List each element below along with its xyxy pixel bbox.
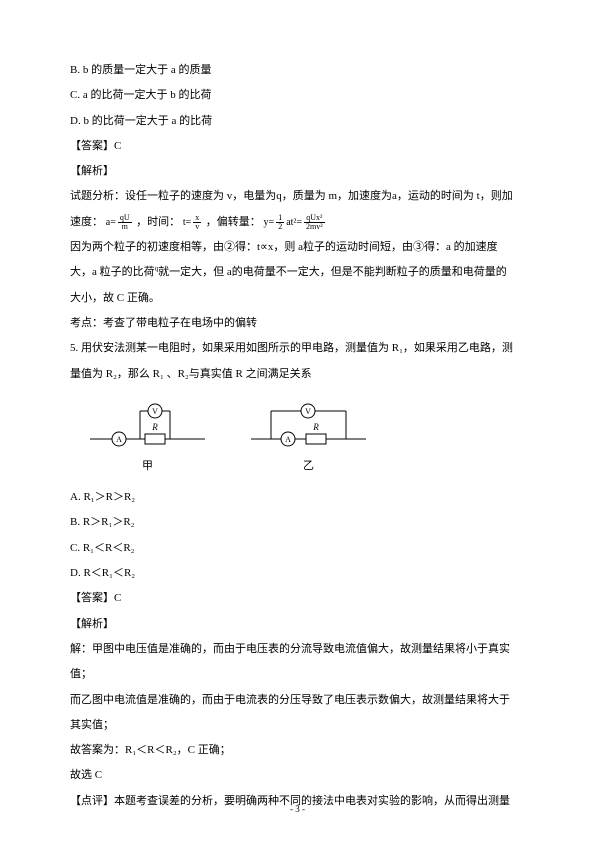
svg-text:V: V: [305, 407, 311, 416]
t-label: ，时间：: [136, 216, 180, 228]
circuit-left-label: 甲: [142, 454, 153, 479]
analysis-4-line1: 试题分析：设任一粒子的速度为 v，电量为q，质量为 m，加速度为a，运动的时间为…: [70, 184, 525, 209]
analysis-4-line4: 大，a 粒子的比荷q就一定大，但 a的电荷量不一定大，但是不能判断粒子的质量和电…: [70, 260, 525, 285]
q5-option-c: C. R₁＜R＜R₂: [70, 536, 525, 561]
q5-line2: 量值为 R₂，那么 R₁ 、R₂与真实值 R 之间满足关系: [70, 362, 525, 387]
y-at2: at²=: [286, 217, 302, 228]
circuit-left-svg: A V R: [90, 397, 205, 451]
analysis-5-line5: 故答案为：R₁＜R＜R₂，C 正确；: [70, 738, 525, 763]
answer-4: 【答案】C: [70, 134, 525, 159]
circuit-right-svg: V A R: [251, 397, 366, 451]
analysis-5-line6: 故选 C: [70, 763, 525, 788]
t-sym: t=: [183, 217, 191, 228]
y-half-den: 2: [276, 223, 284, 231]
circuit-figure: A V R 甲: [90, 397, 525, 479]
q5-option-b: B. R＞R₁＞R₂: [70, 510, 525, 535]
analysis-4-line3: 因为两个粒子的初速度相等，由②得：t∝x，则 a粒子的运动时间短，由③得：a 的…: [70, 235, 525, 260]
analysis-5-label: 【解析】: [70, 612, 525, 637]
y-formula: y=12at²=qUx²2mv²: [264, 217, 327, 228]
svg-text:R: R: [312, 422, 319, 432]
point-4: 考点：考查了带电粒子在电场中的偏转: [70, 311, 525, 336]
svg-text:V: V: [152, 407, 158, 416]
circuit-right-label: 乙: [303, 454, 314, 479]
analysis-4-line5: 大小，故 C 正确。: [70, 286, 525, 311]
a-formula: a=qUm: [106, 217, 136, 228]
y-den: 2mv²: [304, 223, 325, 231]
analysis-5-line1: 解：甲图中电压值是准确的，而由于电压表的分流导致电流值偏大，故测量结果将小于真实: [70, 637, 525, 662]
analysis-5-line4: 其实值；: [70, 713, 525, 738]
y-sym: y=: [264, 217, 275, 228]
option-d: D. b 的比荷一定大于 a 的比荷: [70, 109, 525, 134]
page-content: B. b 的质量一定大于 a 的质量 C. a 的比荷一定大于 b 的比荷 D.…: [0, 0, 595, 854]
page-number: - 3 -: [0, 804, 595, 814]
q5-option-a: A. R₁＞R＞R₂: [70, 485, 525, 510]
a4l4-pre: 大，a 粒子的比荷: [70, 266, 155, 278]
analysis-5-line3: 而乙图中电流值是准确的，而由于电流表的分压导致了电压表示数偏大，故测量结果将大于: [70, 688, 525, 713]
a-den: m: [118, 223, 132, 231]
option-b: B. b 的质量一定大于 a 的质量: [70, 58, 525, 83]
t-formula: t=xv: [183, 217, 206, 228]
circuit-right: V A R 乙: [251, 397, 366, 479]
analysis-5-line2: 值；: [70, 662, 525, 687]
accel-label: 速度：: [70, 216, 103, 228]
a-sym: a: [106, 217, 110, 228]
t-den: v: [193, 223, 201, 231]
option-c: C. a 的比荷一定大于 b 的比荷: [70, 83, 525, 108]
svg-text:A: A: [285, 435, 291, 444]
a4l4-post: 就一定大，但 a的电荷量不一定大，但是不能判断粒子的质量和电荷量的: [158, 266, 507, 278]
circuit-left: A V R 甲: [90, 397, 205, 479]
svg-text:A: A: [116, 435, 122, 444]
svg-text:R: R: [151, 422, 158, 432]
answer-5: 【答案】C: [70, 586, 525, 611]
q5-option-d: D. R＜R₁＜R₂: [70, 561, 525, 586]
analysis-4-line2: 速度： a=qUm ，时间： t=xv ，偏转量： y=12at²=qUx²2m…: [70, 210, 525, 235]
y-label: ，偏转量：: [206, 216, 261, 228]
q5-line1: 5. 用伏安法测某一电阻时，如果采用如图所示的甲电路，测量值为 R₁，如果采用乙…: [70, 336, 525, 361]
analysis-4-label: 【解析】: [70, 159, 525, 184]
